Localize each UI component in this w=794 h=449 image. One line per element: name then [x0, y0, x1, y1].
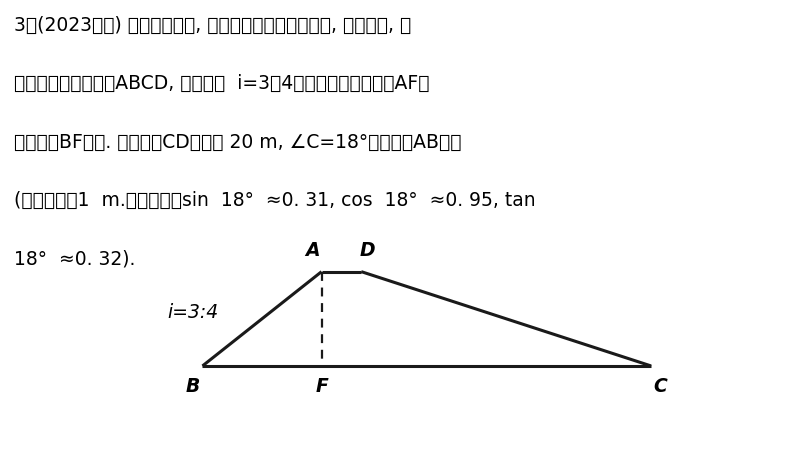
Text: 水平宽度BF的比. 已知斜坡CD长度为 20 m, ∠C=18°，求斜坡AB的长: 水平宽度BF的比. 已知斜坡CD长度为 20 m, ∠C=18°，求斜坡AB的长	[14, 132, 462, 151]
Text: A: A	[305, 242, 319, 260]
Text: F: F	[315, 377, 328, 396]
Text: 18°  ≈0. 32).: 18° ≈0. 32).	[14, 249, 136, 268]
Text: (结果精确到1  m.参考数据：sin  18°  ≈0. 31, cos  18°  ≈0. 95, tan: (结果精确到1 m.参考数据：sin 18° ≈0. 31, cos 18° ≈…	[14, 191, 536, 210]
Text: C: C	[653, 377, 668, 396]
Text: B: B	[186, 377, 200, 396]
Text: 3．(2023天门) 为了防洪需要, 某地决定新建一座拦水坝, 如图所示, 拦: 3．(2023天门) 为了防洪需要, 某地决定新建一座拦水坝, 如图所示, 拦	[14, 16, 411, 35]
Text: D: D	[360, 242, 376, 260]
Text: 水坝的横断面为梯形ABCD, 斜面坡度  i=3：4是指坡面的铅直高度AF与: 水坝的横断面为梯形ABCD, 斜面坡度 i=3：4是指坡面的铅直高度AF与	[14, 74, 430, 93]
Text: i=3:4: i=3:4	[168, 303, 218, 321]
